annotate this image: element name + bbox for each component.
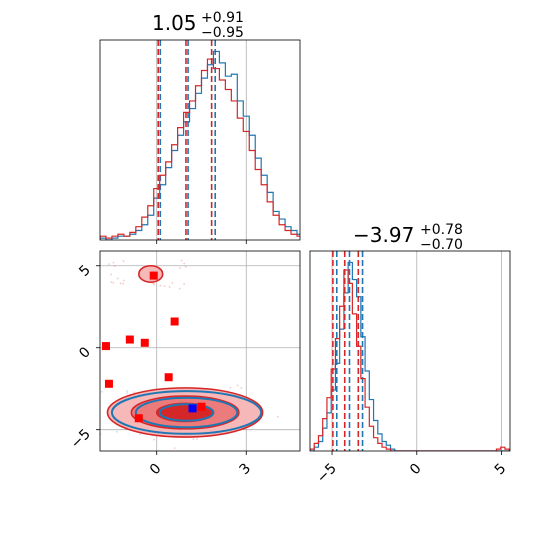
joint-plot-area: [74, 259, 279, 450]
joint-sample-dot: [168, 285, 171, 288]
joint-sample-dot: [173, 447, 176, 450]
joint-sample-dot: [153, 438, 155, 441]
y-marginal-xtick-label: −5: [314, 461, 340, 487]
joint-blue-contour: [134, 396, 239, 429]
joint-sample-dot: [178, 287, 181, 290]
joint-sample-dot: [183, 283, 186, 285]
joint-panel: 0 3 −5 0 5: [68, 250, 301, 479]
x-marginal-hist-blue: [100, 50, 300, 240]
joint-sample-dot: [171, 282, 174, 284]
joint-sample-dot: [122, 279, 125, 282]
joint-ytick-label: 0: [76, 344, 94, 362]
y-title-minus: −0.70: [420, 237, 463, 253]
y-marginal-title: −3.97 +0.78 −0.70: [353, 222, 463, 253]
joint-sample-dot: [122, 282, 124, 285]
joint-sample-dot: [112, 261, 115, 264]
joint-red-marker: [164, 373, 173, 382]
joint-red-marker: [134, 414, 143, 423]
joint-sample-dot: [110, 273, 112, 276]
x-title-plus: +0.91: [201, 10, 244, 26]
joint-red-marker: [125, 335, 134, 344]
joint-red-marker: [149, 271, 158, 280]
y-marginal-frame: [309, 250, 511, 452]
x-marginal-hist-red: [100, 58, 300, 240]
joint-sample-dot: [122, 260, 125, 263]
joint-sample-dot: [240, 387, 243, 390]
joint-sample-dot: [133, 391, 136, 394]
joint-frame: [99, 250, 301, 452]
y-marginal-panel: −5 0 5: [309, 250, 511, 487]
y-marginal-hist-blue: [310, 261, 510, 451]
joint-blue-marker: [188, 404, 197, 413]
joint-sample-dot: [159, 284, 162, 287]
joint-sample-dot: [113, 265, 116, 267]
x-marginal-plot-area: [100, 40, 300, 240]
joint-sample-dot: [229, 386, 232, 389]
joint-sample-dot: [180, 259, 183, 262]
joint-red-marker: [197, 402, 206, 411]
x-title-value: 1.05: [152, 11, 197, 35]
joint-sample-dot: [108, 263, 111, 265]
joint-red-marker: [101, 342, 110, 351]
joint-ytick-label: −5: [68, 426, 94, 452]
joint-sample-dot: [163, 285, 166, 288]
joint-red-marker: [104, 379, 113, 388]
joint-sample-dot: [112, 281, 115, 284]
joint-sample-dot: [100, 390, 103, 393]
joint-sample-dot: [184, 265, 187, 268]
joint-sample-dot: [119, 282, 122, 285]
joint-ytick-label: 5: [76, 262, 94, 280]
joint-xtick-label: 0: [147, 461, 165, 479]
joint-sample-dot: [116, 430, 118, 433]
y-marginal-plot-area: [310, 251, 510, 451]
joint-sample-dot: [153, 283, 155, 286]
joint-sample-dot: [236, 384, 239, 387]
joint-sample-dot: [126, 392, 129, 394]
joint-xtick-label: 3: [236, 461, 254, 479]
joint-sample-dot: [74, 404, 76, 406]
x-marginal-title: 1.05 +0.91 −0.95: [152, 10, 244, 41]
joint-sample-dot: [116, 277, 119, 280]
x-title-minus: −0.95: [201, 25, 244, 41]
y-marginal-xtick-label: 5: [492, 461, 510, 479]
joint-sample-dot: [110, 281, 113, 284]
joint-sample-dot: [196, 438, 198, 440]
joint-blue-contour: [110, 390, 263, 435]
joint-sample-dot: [183, 262, 186, 265]
y-marginal-xtick-label: 0: [407, 461, 425, 479]
x-marginal-frame: [99, 39, 301, 241]
joint-blue-contour: [158, 403, 215, 422]
y-title-value: −3.97: [353, 223, 414, 247]
joint-sample-dot: [192, 438, 195, 441]
x-marginal-panel: [99, 39, 301, 244]
joint-sample-dot: [139, 433, 142, 436]
joint-sample-dot: [179, 267, 181, 270]
joint-sample-dot: [126, 390, 128, 392]
y-title-plus: +0.78: [420, 222, 463, 238]
joint-red-marker: [140, 338, 149, 347]
joint-sample-dot: [277, 415, 279, 418]
joint-red-marker: [170, 317, 179, 326]
y-marginal-hist-red: [310, 269, 510, 451]
